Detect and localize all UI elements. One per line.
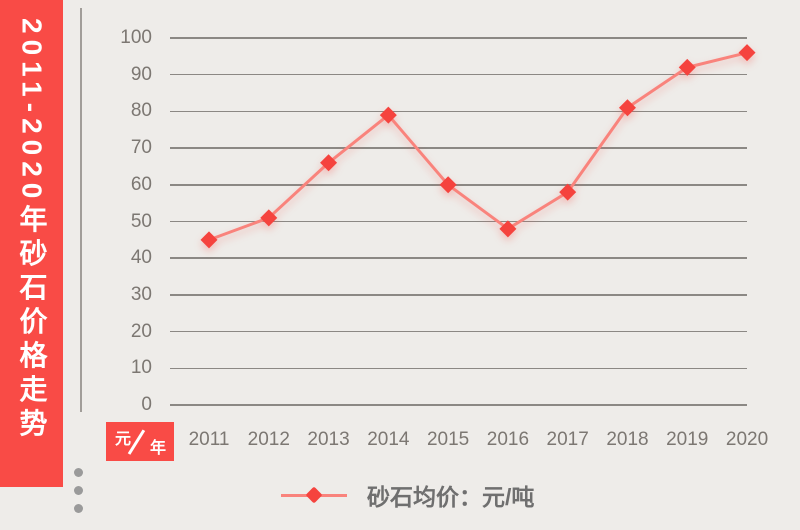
data-point-diamond — [499, 220, 517, 238]
y-tick-label: 90 — [130, 63, 152, 85]
y-tick-label: 40 — [130, 247, 152, 269]
price-trend-line — [208, 51, 748, 242]
x-tick-label: 2013 — [307, 429, 350, 450]
x-axis-unit-label: 年 — [149, 440, 166, 457]
y-tick-label: 0 — [141, 394, 152, 415]
y-tick-label: 100 — [120, 27, 152, 48]
gridline — [170, 330, 747, 333]
y-tick-label: 30 — [130, 283, 152, 305]
gridline — [170, 184, 747, 186]
y-tick-label: 60 — [130, 173, 152, 195]
legend-diamond-icon — [305, 486, 323, 504]
data-point-diamond — [320, 154, 338, 172]
axis-unit-badge: 元 年 — [106, 422, 174, 461]
x-tick-label: 2018 — [606, 429, 649, 450]
y-tick-label: 10 — [130, 357, 152, 379]
gridline — [170, 404, 747, 406]
data-point-diamond — [559, 183, 577, 201]
y-tick-label: 20 — [130, 320, 152, 342]
y-axis-unit-label: 元 — [115, 431, 132, 448]
decor-dot — [74, 504, 83, 513]
title-banner: 2011-2020年砂石价格走势 — [0, 0, 63, 487]
data-point-diamond — [379, 106, 397, 124]
x-tick-label: 2015 — [426, 429, 470, 450]
data-point-diamond — [200, 231, 218, 249]
data-point-diamond — [260, 209, 278, 227]
decor-dot — [74, 468, 83, 477]
legend: 砂石均价：元/吨 — [281, 481, 535, 510]
x-tick-label: 2016 — [486, 429, 530, 450]
x-tick-label: 2020 — [725, 429, 769, 450]
x-tick-label: 2019 — [666, 429, 709, 450]
y-tick-label: 70 — [130, 137, 152, 159]
data-point-diamond — [618, 99, 636, 117]
x-tick-label: 2014 — [367, 429, 410, 450]
legend-label: 砂石均价：元/吨 — [367, 484, 535, 510]
gridline — [170, 147, 747, 149]
gridline — [170, 367, 747, 370]
gridline — [170, 294, 747, 296]
x-tick-label: 2017 — [546, 429, 589, 450]
gridline — [170, 37, 747, 39]
gridline — [170, 257, 747, 259]
y-tick-label: 50 — [130, 210, 152, 232]
gridline — [170, 220, 747, 223]
data-point-diamond — [738, 44, 756, 62]
y-tick-label: 80 — [130, 100, 152, 122]
gridline — [170, 110, 747, 113]
decor-dot — [74, 486, 83, 495]
x-tick-label: 2011 — [188, 429, 230, 450]
x-tick-label: 2012 — [247, 429, 290, 450]
chart-title: 2011-2020年砂石价格走势 — [16, 18, 48, 443]
gridline — [170, 73, 747, 76]
legend-line-marker-swatch — [281, 486, 347, 504]
y-axis-line — [80, 8, 82, 412]
